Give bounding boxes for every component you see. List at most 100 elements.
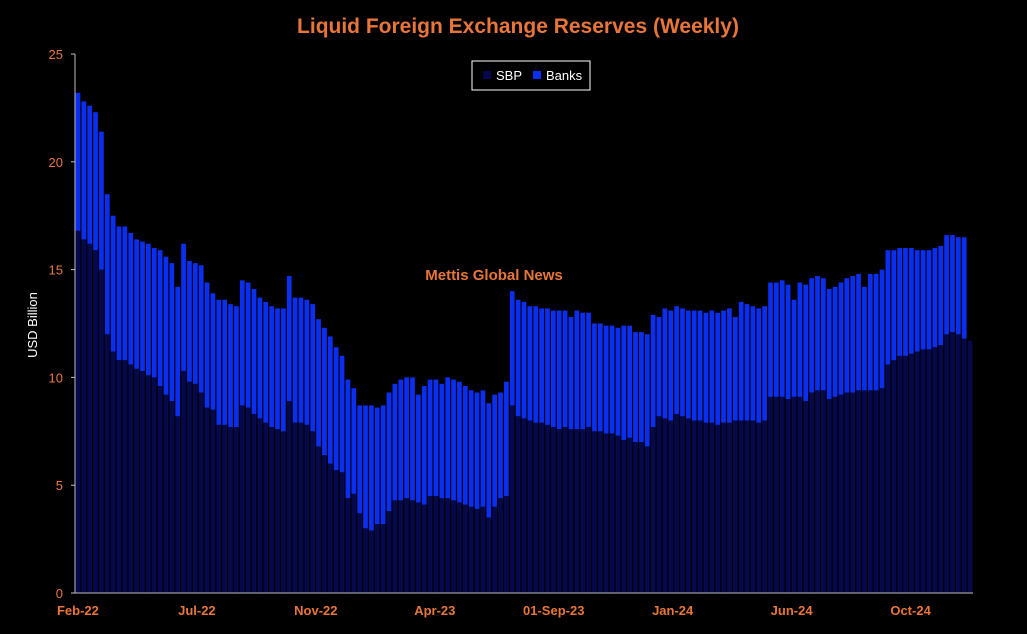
bar-banks [609, 325, 615, 434]
bar-sbp [580, 429, 586, 593]
bar-banks [87, 105, 93, 244]
bar-banks [198, 265, 204, 393]
bar-banks [603, 325, 609, 434]
bar-banks [639, 332, 644, 443]
bar-banks [797, 282, 803, 397]
bar-banks [656, 317, 662, 417]
bar-banks [779, 280, 785, 397]
bar-banks [116, 226, 122, 361]
bar-banks [873, 273, 879, 391]
bar-sbp [832, 396, 838, 593]
bar-sbp [104, 334, 110, 593]
bar-banks [703, 312, 709, 423]
bar-sbp [885, 364, 891, 593]
bar-banks [644, 334, 650, 447]
bar-sbp [709, 422, 715, 593]
bar-banks [286, 276, 292, 402]
bar-sbp [509, 405, 515, 593]
bar-sbp [639, 442, 644, 593]
bar-sbp [392, 500, 398, 593]
bar-sbp [351, 493, 357, 593]
bar-banks [310, 304, 316, 432]
bar-sbp [862, 390, 867, 593]
bar-banks [175, 286, 181, 417]
x-tick-label: 01-Sep-23 [523, 603, 584, 618]
bar-banks [562, 310, 568, 427]
bar-sbp [656, 416, 662, 593]
bar-sbp [627, 437, 632, 593]
bar-banks [398, 379, 404, 501]
bar-sbp [873, 390, 879, 593]
bar-sbp [633, 442, 638, 593]
bar-banks [551, 310, 556, 427]
bar-banks [304, 299, 310, 425]
bar-sbp [750, 420, 756, 593]
bar-sbp [515, 416, 521, 593]
bar-sbp [592, 431, 597, 593]
bar-banks [909, 248, 914, 354]
bar-banks [527, 306, 533, 421]
y-tick-label: 15 [49, 263, 63, 278]
y-tick-label: 20 [49, 155, 63, 170]
bar-sbp [727, 422, 732, 593]
bar-banks [668, 310, 674, 421]
bar-sbp [785, 398, 791, 593]
bar-sbp [674, 414, 679, 593]
bar-banks [650, 314, 656, 427]
bar-sbp [169, 401, 175, 593]
bar-sbp [345, 498, 351, 593]
bar-sbp [715, 424, 721, 593]
bar-sbp [257, 418, 263, 593]
bar-sbp [333, 470, 339, 593]
bar-sbp [562, 426, 568, 593]
bar-sbp [163, 394, 169, 593]
bar-sbp [551, 426, 556, 593]
bar-sbp [486, 517, 492, 593]
bar-banks [732, 317, 738, 421]
bar-sbp [468, 506, 474, 593]
bar-sbp [967, 340, 973, 593]
bar-banks [691, 310, 697, 421]
bar-sbp [662, 418, 668, 593]
bar-sbp [245, 407, 251, 593]
bar-sbp [286, 401, 292, 593]
bar-sbp [416, 502, 421, 593]
y-tick-label: 0 [56, 586, 63, 601]
bar-sbp [744, 420, 750, 593]
bar-sbp [239, 405, 245, 593]
bar-banks [498, 392, 503, 499]
bar-sbp [797, 396, 803, 593]
bar-banks [867, 273, 873, 391]
bar-banks [404, 377, 409, 499]
bar-sbp [498, 498, 503, 593]
bar-banks [157, 250, 163, 387]
bar-sbp [198, 392, 204, 593]
bar-banks [327, 336, 333, 464]
bar-banks [339, 355, 345, 473]
y-tick-label: 10 [49, 370, 63, 385]
bar-banks [826, 289, 832, 399]
bar-banks [146, 243, 151, 376]
bar-sbp [756, 422, 762, 593]
bar-banks [768, 282, 773, 397]
bar-banks [504, 381, 509, 496]
bar-banks [204, 282, 210, 408]
bar-banks [903, 248, 908, 356]
bar-sbp [462, 504, 468, 593]
bar-sbp [738, 420, 744, 593]
bar-sbp [803, 401, 809, 593]
bar-banks [709, 310, 715, 423]
bar-banks [744, 304, 750, 421]
bar-banks [838, 282, 844, 395]
bar-banks [592, 323, 597, 432]
bar-sbp [263, 422, 269, 593]
bar-banks [169, 263, 175, 402]
bar-banks [862, 286, 867, 391]
bar-sbp [691, 420, 697, 593]
bar-sbp [204, 407, 210, 593]
bar-sbp [187, 381, 192, 593]
bar-sbp [903, 355, 908, 593]
watermark-annotation: Mettis Global News [425, 267, 563, 284]
bar-sbp [474, 508, 480, 593]
